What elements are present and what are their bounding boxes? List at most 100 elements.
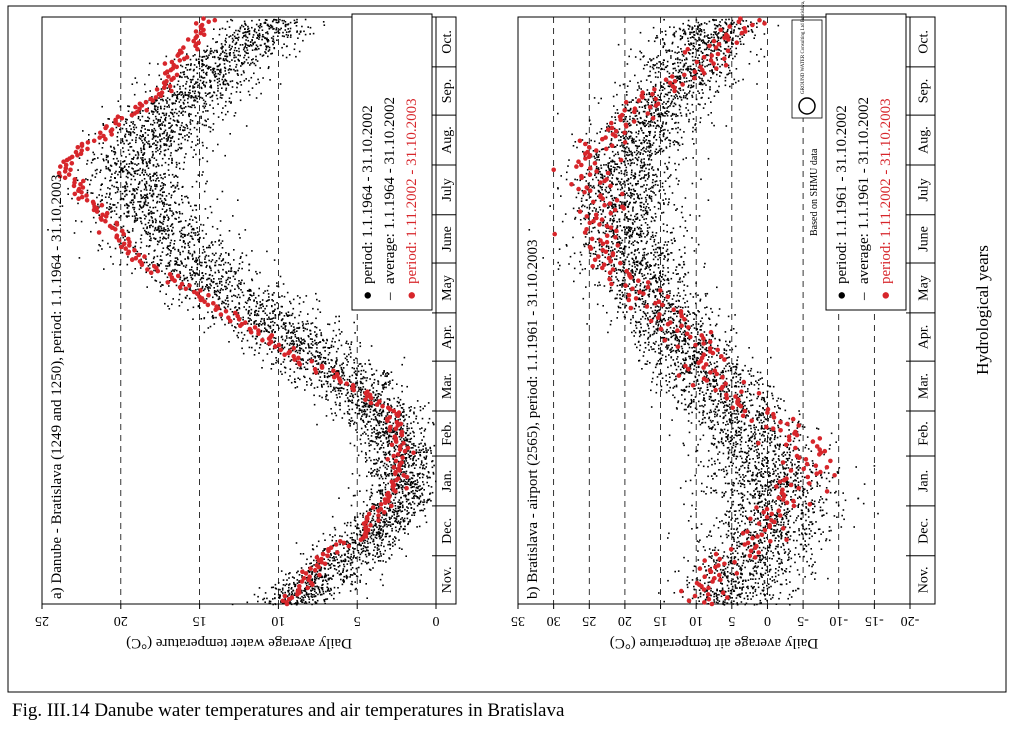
- historic-point: [214, 292, 216, 294]
- historic-point: [176, 270, 178, 272]
- historic-point: [409, 484, 411, 486]
- historic-point: [387, 445, 389, 447]
- historic-point: [393, 423, 395, 425]
- historic-point: [183, 74, 185, 76]
- historic-point: [281, 346, 283, 348]
- historic-point: [396, 521, 398, 523]
- historic-point: [191, 266, 193, 268]
- historic-point: [231, 296, 233, 298]
- historic-point: [362, 542, 364, 544]
- historic-point: [262, 323, 264, 325]
- historic-point: [407, 423, 409, 425]
- historic-point: [142, 134, 144, 136]
- historic-point: [312, 589, 314, 591]
- historic-point: [179, 127, 181, 129]
- historic-point: [188, 132, 190, 134]
- historic-point: [405, 437, 407, 439]
- historic-point: [189, 246, 191, 248]
- historic-point: [215, 291, 217, 293]
- historic-point: [241, 340, 243, 342]
- historic-point: [397, 512, 399, 514]
- historic-point: [251, 27, 253, 29]
- historic-point: [222, 289, 224, 291]
- historic-point: [169, 99, 171, 101]
- historic-point: [212, 95, 214, 97]
- historic-point: [345, 401, 347, 403]
- historic-point: [122, 252, 124, 254]
- historic-point: [312, 322, 314, 324]
- historic-point: [212, 129, 214, 131]
- historic-point: [297, 37, 299, 39]
- historic-point: [160, 194, 162, 196]
- historic-point: [183, 107, 185, 109]
- historic-point: [127, 186, 129, 188]
- historic-point: [179, 279, 181, 281]
- historic-point: [332, 560, 334, 562]
- historic-point: [203, 99, 205, 101]
- historic-point: [363, 421, 365, 423]
- historic-point: [197, 285, 199, 287]
- historic-point: [199, 262, 201, 264]
- historic-point: [235, 57, 237, 59]
- historic-point: [237, 83, 239, 85]
- historic-point: [134, 190, 136, 192]
- historic-point: [268, 317, 270, 319]
- historic-point: [203, 278, 205, 280]
- historic-point: [391, 515, 393, 517]
- historic-point: [192, 104, 194, 106]
- historic-point: [312, 578, 314, 580]
- historic-point: [199, 256, 201, 258]
- historic-point: [139, 209, 141, 211]
- historic-point: [219, 74, 221, 76]
- historic-point: [143, 154, 145, 156]
- historic-point: [252, 42, 254, 44]
- historic-point: [87, 190, 89, 192]
- historic-point: [140, 218, 142, 220]
- historic-point: [174, 120, 176, 122]
- historic-point: [163, 183, 165, 185]
- historic-point: [393, 512, 395, 514]
- historic-point: [230, 291, 232, 293]
- historic-point: [134, 195, 136, 197]
- historic-point: [399, 499, 401, 501]
- historic-point: [221, 303, 223, 305]
- historic-point: [343, 576, 345, 578]
- historic-point: [374, 441, 376, 443]
- historic-point: [346, 570, 348, 572]
- historic-point: [178, 138, 180, 140]
- historic-point: [237, 285, 239, 287]
- historic-point: [216, 69, 218, 71]
- historic-point: [122, 141, 124, 143]
- historic-point: [204, 258, 206, 260]
- historic-point: [202, 97, 204, 99]
- historic-point: [339, 592, 341, 594]
- historic-point: [299, 350, 301, 352]
- historic-point: [218, 296, 220, 298]
- historic-point: [185, 94, 187, 96]
- historic-point: [146, 245, 148, 247]
- historic-point: [358, 550, 360, 552]
- historic-point: [165, 117, 167, 119]
- historic-point: [167, 230, 169, 232]
- historic-point: [258, 308, 260, 310]
- historic-point: [278, 594, 280, 596]
- historic-point: [169, 249, 171, 251]
- historic-point: [271, 318, 273, 320]
- historic-point: [198, 234, 200, 236]
- historic-point: [347, 343, 349, 345]
- historic-point: [138, 118, 140, 120]
- historic-point: [312, 341, 314, 343]
- historic-point: [286, 314, 288, 316]
- historic-point: [248, 91, 250, 93]
- historic-point: [306, 563, 308, 565]
- historic-point: [126, 176, 128, 178]
- historic-point: [167, 305, 169, 307]
- historic-point: [235, 295, 237, 297]
- historic-point: [349, 549, 351, 551]
- historic-point: [253, 321, 255, 323]
- historic-point: [351, 417, 353, 419]
- historic-point: [139, 137, 141, 139]
- historic-point: [167, 228, 169, 230]
- historic-point: [134, 163, 136, 165]
- historic-point: [164, 273, 166, 275]
